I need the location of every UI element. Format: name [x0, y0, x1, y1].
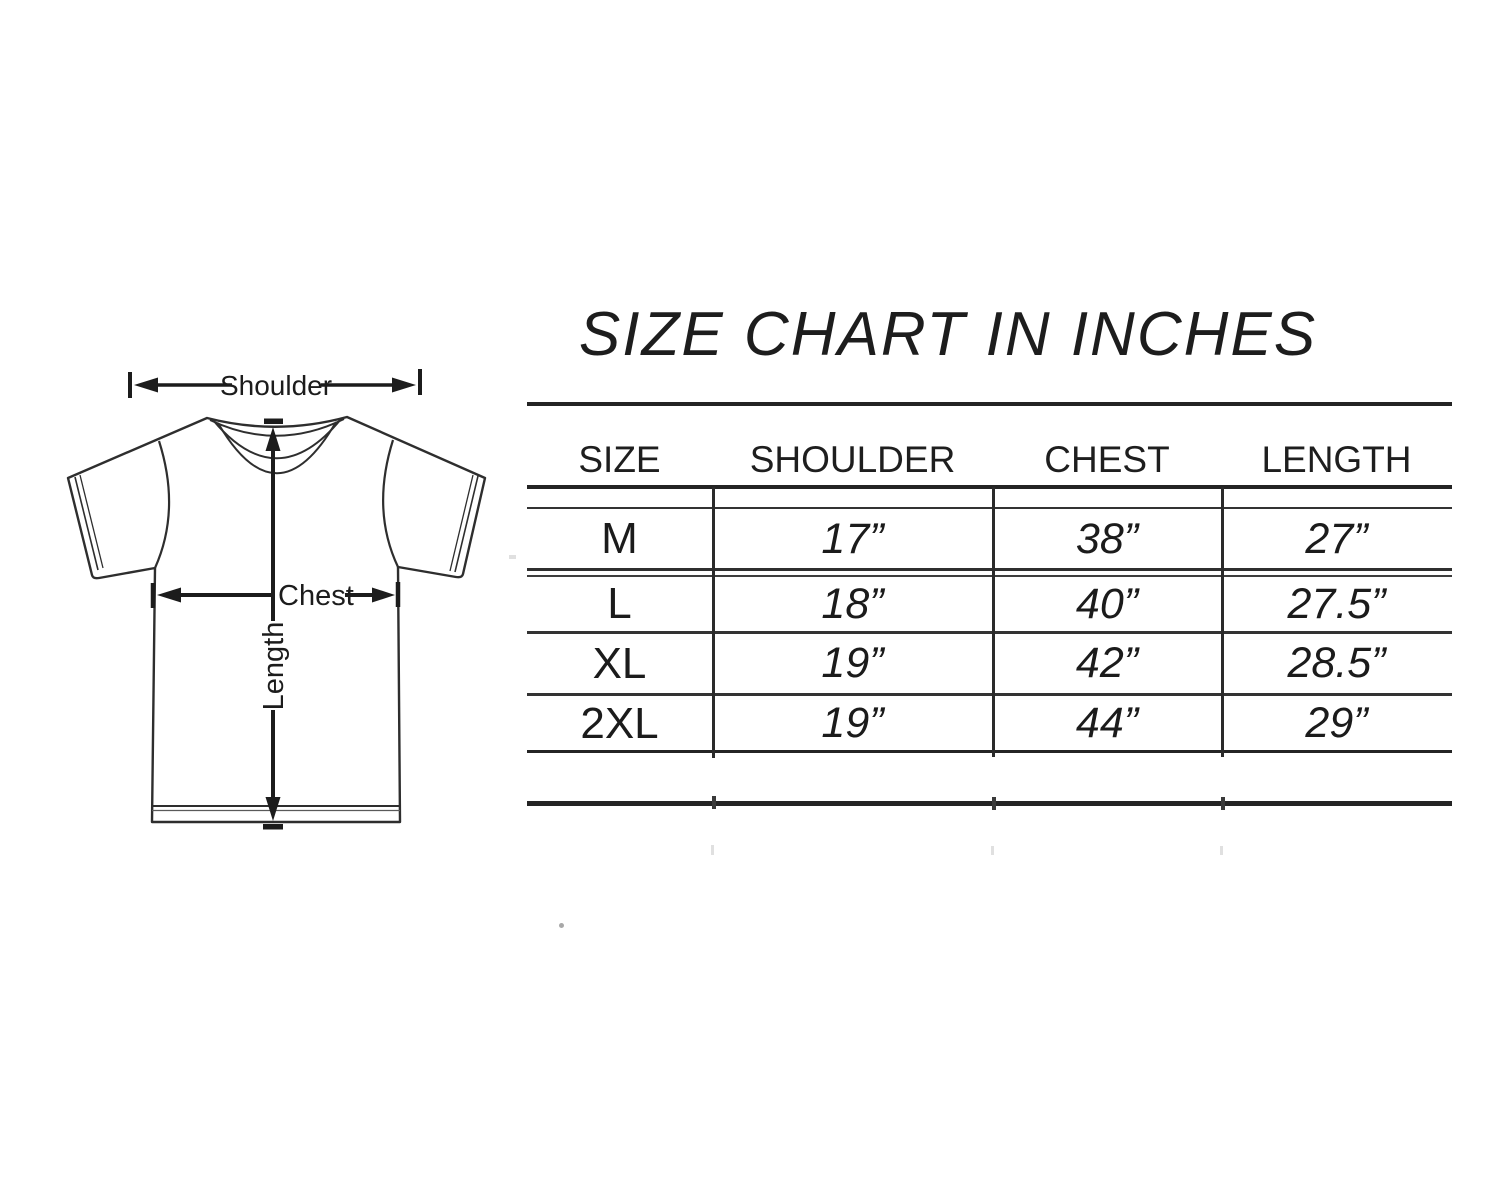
column-header-chest: CHEST — [1044, 439, 1170, 480]
column-header-shoulder: SHOULDER — [749, 439, 956, 480]
length-bottom-tick — [263, 824, 283, 830]
chest-label: Chest — [278, 580, 354, 612]
length-value: 27” — [1305, 515, 1368, 563]
length-value: 28.5” — [1287, 639, 1386, 687]
column-header-length: LENGTH — [1261, 439, 1412, 480]
tshirt-outline — [66, 415, 487, 824]
shoulder-label: Shoulder — [220, 370, 332, 401]
arrowhead-left — [157, 587, 181, 603]
chest-value: 44” — [1075, 699, 1139, 747]
size-label: M — [601, 514, 638, 563]
scan-artifact — [1220, 846, 1223, 855]
arrowhead-right — [372, 587, 395, 603]
arrowhead-right — [392, 377, 416, 393]
table-top-line — [527, 402, 1452, 406]
scan-artifact — [509, 555, 516, 559]
table-tick-mark — [1221, 797, 1225, 810]
chest-dimension — [150, 582, 401, 608]
arrowhead-left — [134, 377, 158, 393]
scan-artifact — [559, 923, 564, 928]
scan-artifact — [711, 845, 714, 855]
length-value: 27.5” — [1287, 580, 1386, 628]
table-tick-mark — [992, 797, 996, 810]
shoulder-value: 18” — [821, 580, 884, 628]
column-header-size: SIZE — [578, 439, 661, 480]
page-title: SIZE CHART IN INCHES — [578, 300, 1318, 369]
table-gridline — [527, 750, 1452, 753]
size-label: L — [607, 579, 632, 628]
collar-arc-mid — [212, 418, 342, 460]
right-sleeve-seam — [382, 439, 399, 568]
table-gridline — [527, 631, 1452, 634]
shoulder-value: 19” — [821, 639, 884, 687]
table-column-divider — [712, 487, 715, 758]
collar-arc-front — [217, 421, 337, 475]
left-sleeve-seam — [153, 440, 171, 569]
length-value: 29” — [1305, 699, 1368, 747]
scan-artifact — [991, 846, 994, 855]
shoulder-value: 17” — [821, 515, 884, 563]
table-gridline — [527, 507, 1452, 509]
shoulder-value: 19” — [821, 699, 884, 747]
size-label: XL — [592, 639, 647, 688]
right-cuff-stitch — [449, 474, 474, 572]
length-top-tick — [264, 418, 283, 424]
chest-value: 40” — [1075, 580, 1139, 628]
table-header-separator — [527, 485, 1452, 489]
collar-arc-back — [209, 418, 345, 437]
chest-value: 38” — [1075, 515, 1139, 563]
table-column-divider — [992, 487, 995, 757]
arrowhead-up — [265, 427, 281, 451]
chest-value: 42” — [1075, 639, 1139, 687]
table-gridline-double — [527, 568, 1452, 577]
shoulder-dimension — [128, 369, 422, 398]
left-cuff-stitch — [79, 474, 104, 569]
table-tick-mark — [712, 796, 716, 809]
left-cuff-stitch — [74, 476, 99, 571]
length-label: Length — [258, 622, 290, 711]
length-dimension — [263, 418, 283, 830]
table-column-divider — [1221, 487, 1224, 757]
table-gridline — [527, 693, 1452, 696]
right-cuff-stitch — [454, 475, 479, 573]
arrowhead-down — [265, 797, 281, 821]
size-label: 2XL — [580, 699, 659, 748]
table-bottom-line — [527, 801, 1452, 806]
